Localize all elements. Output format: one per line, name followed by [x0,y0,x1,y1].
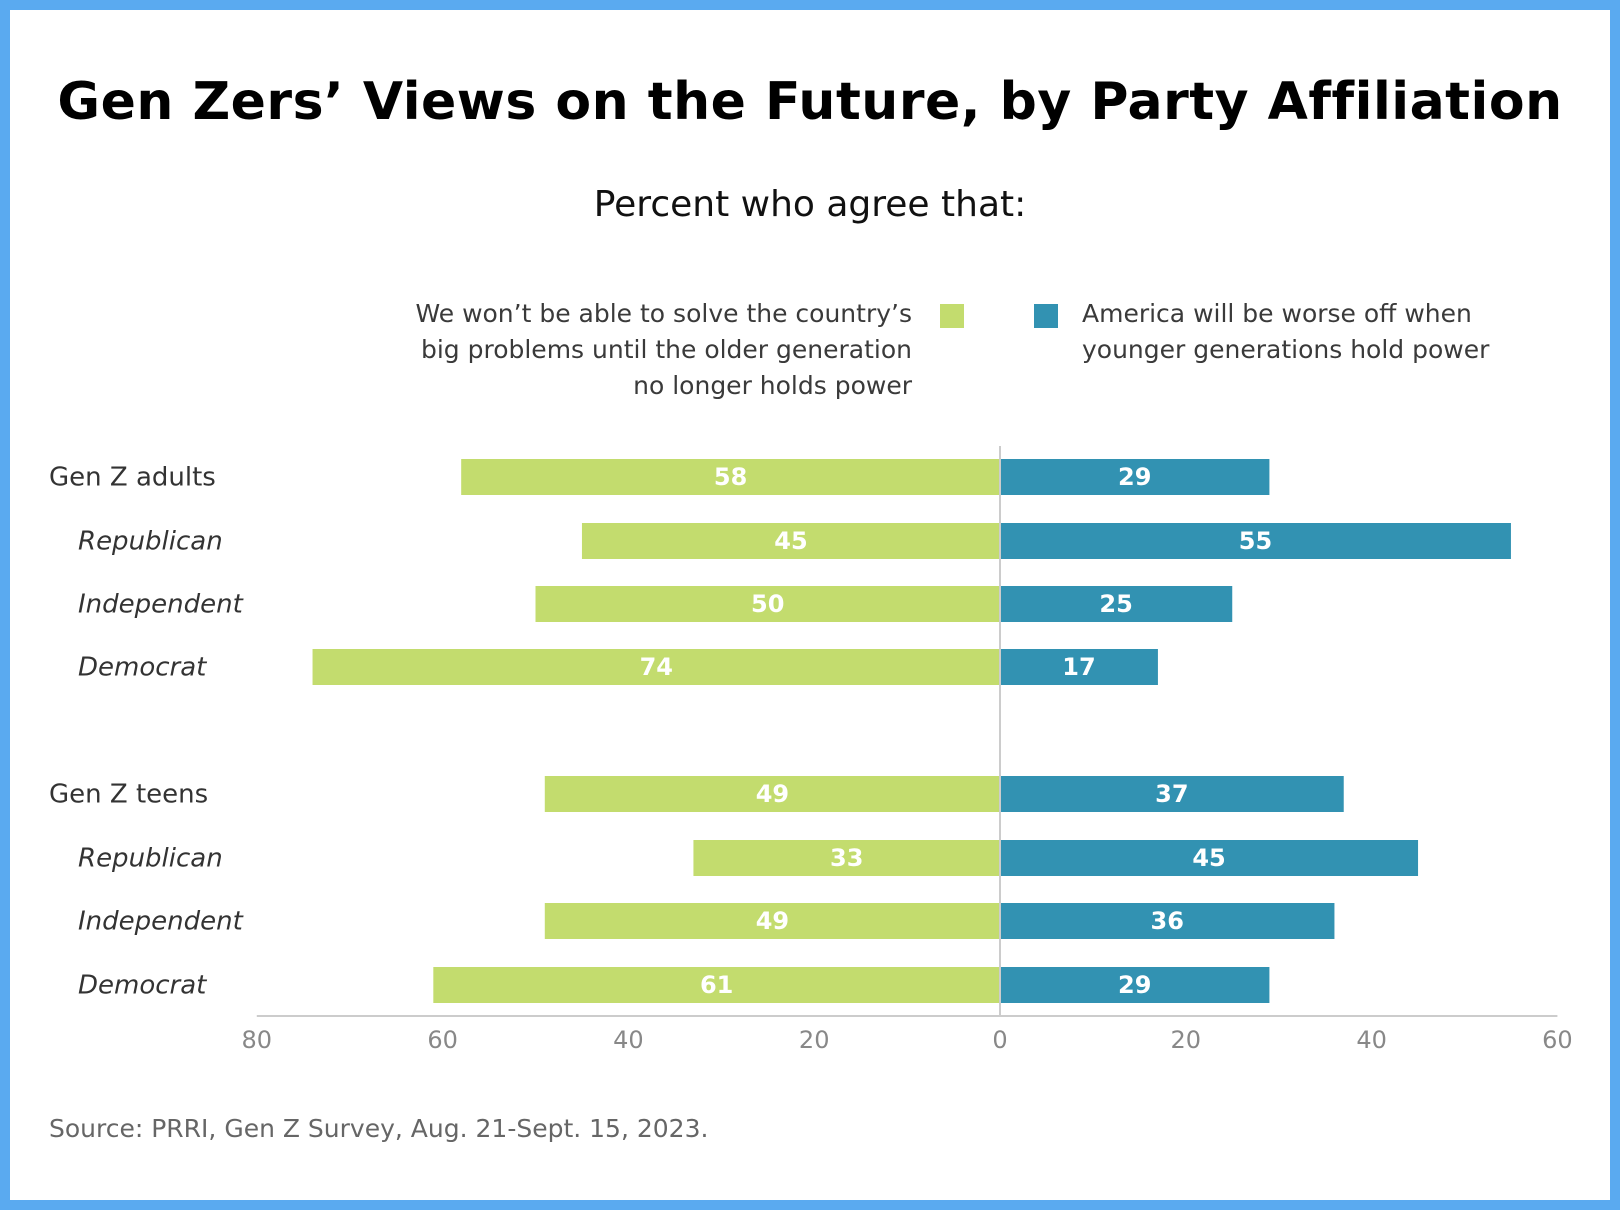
bar-left-value: 45 [774,527,807,555]
bar-right-value: 29 [1118,463,1151,491]
legend-left-line-1: We won’t be able to solve the country’s [415,299,912,328]
x-tick-label: 0 [992,1026,1007,1054]
bar-right [1001,840,1419,876]
bar-left [535,586,999,622]
chart-title: Gen Zers’ Views on the Future, by Party … [57,72,1563,132]
row-label: Republican [78,527,223,557]
chart-subtitle: Percent who agree that: [593,184,1027,225]
bar-left-value: 33 [830,844,863,872]
bar-right [1001,776,1344,812]
row-label: Democrat [78,653,207,683]
legend-right-line-2: younger generations hold power [1082,335,1490,364]
legend-left-label: We won’t be able to solve the country’s … [392,296,912,404]
bar-right-value: 17 [1062,653,1095,681]
bar-left-value: 49 [756,907,789,935]
bar-left [312,649,999,685]
bar-left [433,967,999,1003]
bar-right [1001,649,1158,685]
source-note: Source: PRRI, Gen Z Survey, Aug. 21-Sept… [49,1114,709,1143]
legend-right-swatch [1034,304,1058,328]
bar-right-value: 45 [1192,844,1225,872]
legend-right-label: America will be worse off when younger g… [1082,296,1542,368]
bar-right [1001,967,1270,1003]
bar-right-value: 29 [1118,971,1151,999]
bar-left-value: 49 [756,780,789,808]
bar-left-value: 61 [700,971,733,999]
row-label: Independent [78,590,244,620]
row-label: Independent [78,907,244,937]
bar-right-value: 37 [1155,780,1188,808]
bar-right-value: 36 [1151,907,1184,935]
bar-right-value: 25 [1099,590,1132,618]
bar-left [693,840,999,876]
row-label: Republican [78,844,223,874]
bar-right [1001,459,1270,495]
bar-right-value: 55 [1239,527,1272,555]
x-tick-label: 20 [1171,1026,1202,1054]
legend-left-swatch [940,304,964,328]
bar-left [461,459,999,495]
bar-left-value: 50 [751,590,784,618]
x-tick-label: 40 [613,1026,644,1054]
legend-right-line-1: America will be worse off when [1082,299,1472,328]
x-tick-label: 60 [427,1026,458,1054]
x-tick-label: 60 [1542,1026,1573,1054]
row-label: Democrat [78,971,207,1001]
x-tick-label: 20 [799,1026,830,1054]
bar-left [581,523,999,559]
row-label: Gen Z adults [49,463,216,493]
bar-left-value: 74 [640,653,673,681]
bar-right [1001,586,1233,622]
bar-right [1001,903,1335,939]
x-tick-label: 40 [1356,1026,1387,1054]
row-label: Gen Z teens [49,780,208,810]
bar-left-value: 58 [714,463,747,491]
legend-left-line-3: no longer holds power [633,371,912,400]
bar-left [544,776,999,812]
bar-right [1001,523,1511,559]
legend-left-line-2: big problems until the older generation [420,335,912,364]
bar-left [544,903,999,939]
x-tick-label: 80 [242,1026,273,1054]
